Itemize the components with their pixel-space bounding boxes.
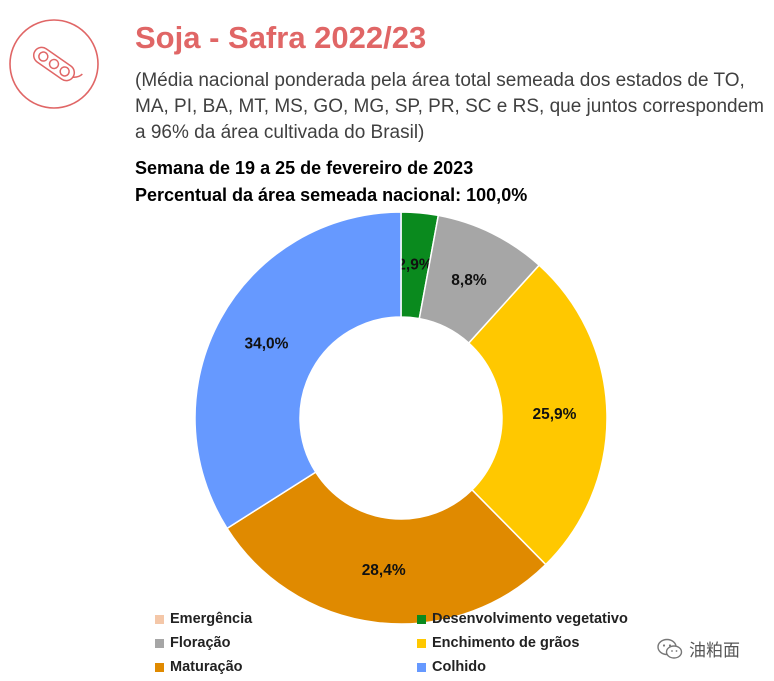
legend-swatch [417,638,426,648]
watermark: 油粕面 [657,636,740,661]
legend-label: Desenvolvimento vegetativo [432,611,628,627]
chart-legend: Emergência Desenvolvimento vegetativo Flor… [155,609,675,677]
slice-label-4: 25,9% [532,406,576,423]
slice-label-6: 34,0% [245,336,289,353]
legend-item-4: Enchimento de grãos [417,633,675,653]
legend-swatch [417,662,426,672]
legend-label: Floração [170,635,231,651]
legend-label: Colhido [432,659,486,675]
slice-4 [467,264,608,566]
week-label: Semana de 19 a 25 de fevereiro de 2023 [135,158,474,178]
slice-5 [226,471,547,625]
slice-6 [194,211,402,530]
legend-label: Enchimento de grãos [432,635,580,651]
area-share-label: Percentual da área semeada nacional: 100… [135,185,528,205]
legend-swatch [155,638,164,648]
wechat-icon [657,638,683,659]
legend-label: Maturação [170,659,243,675]
legend-item-6: Colhido [417,657,675,677]
legend-item-3: Floração [155,633,417,653]
page-title: Soja - Safra 2022/23 [135,20,427,55]
legend-swatch [155,614,164,624]
legend-item-2: Desenvolvimento vegetativo [417,609,675,629]
legend-item-5: Maturação [155,657,417,677]
page-subtitle: (Média nacional ponderada pela área tota… [135,70,764,143]
slice-label-3: 8,8% [451,272,487,289]
legend-item-1: Emergência [155,609,417,629]
watermark-text: 油粕面 [689,641,740,660]
slice-label-2: 2,9% [397,257,433,274]
slice-label-5: 28,4% [362,562,406,579]
legend-label: Emergência [170,611,253,627]
legend-swatch [155,662,164,672]
soybean-logo-icon [9,19,99,109]
legend-swatch [417,614,426,624]
